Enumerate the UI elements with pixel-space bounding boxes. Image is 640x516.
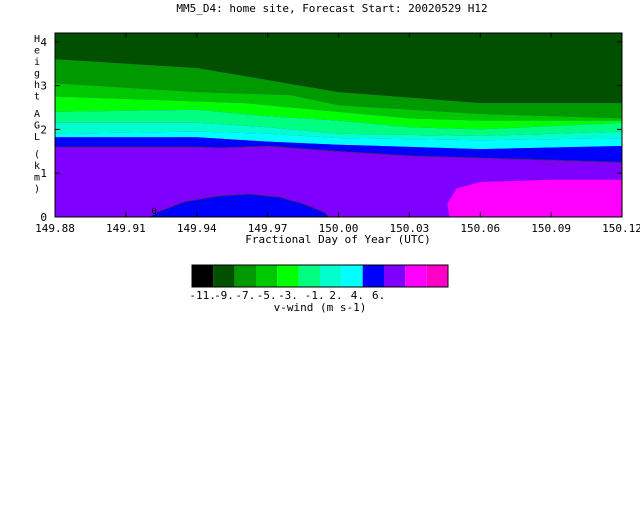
colorbar: -11.-9. -7. -5. -3. -1. 2. 4. 6. [189,264,449,302]
contour-region-1 [55,59,622,119]
contour-region-4 [55,109,622,136]
y-axis-label-char: ( [34,150,40,161]
colorbar-tick-label: -7. [235,289,255,302]
colorbar-tick-label: -11. [189,289,216,302]
y-tick-label: 4 [40,36,47,49]
y-axis-label-char: L [34,132,40,143]
contour-region-5 [55,122,622,141]
colorbar-swatch [362,265,384,287]
plot-area: 0 [55,33,623,218]
colorbar-swatch [213,265,235,287]
colorbar-swatch [277,265,299,287]
x-tick-label: 149.94 [177,222,217,235]
y-tick-label: 2 [40,123,47,136]
chart-title: MM5_D4: home site, Forecast Start: 20020… [176,2,487,15]
x-tick-label: 149.88 [35,222,75,235]
x-axis-label: Fractional Day of Year (UTC) [245,233,430,246]
x-tick-label: 150.00 [319,222,359,235]
colorbar-tick-label: -5. [257,289,277,302]
colorbar-swatch [426,265,448,287]
zero-contour-upper [55,145,623,217]
contour-region-2 [55,83,622,121]
colorbar-swatch [341,265,363,287]
y-axis-label-char: k [34,161,40,172]
y-axis-label-char: h [34,80,40,91]
y-axis-label-char: g [34,69,40,80]
x-tick-label: 150.06 [460,222,500,235]
y-axis-label-char: e [34,46,40,57]
contour-region-9 [149,194,330,217]
y-axis-label-char: H [34,34,40,45]
x-tick-label: 150.12 [602,222,640,235]
y-axis-label-char: t [34,92,40,103]
colorbar-tick-label: -1. [305,289,325,302]
y-axis-label-char: A [34,109,40,120]
colorbar-label: v-wind (m s-1) [274,301,367,314]
contour-region-10 [447,179,622,217]
x-tick-label: 149.91 [106,222,146,235]
y-tick-label: 3 [40,80,47,93]
y-axis-label-char: m [34,173,40,184]
colorbar-tick-label: -9. [214,289,234,302]
colorbar-tick-label: 2. [329,289,342,302]
axes: 149.88 149.91 149.94 149.97 150.00 150.03 150.… [35,32,640,235]
colorbar-frame [191,264,449,288]
colorbar-swatch [234,265,256,287]
colorbar-swatch [405,265,427,287]
contour-region-7 [55,137,622,163]
x-tick-label: 150.09 [531,222,571,235]
colorbar-swatch [256,265,278,287]
x-tick-label: 149.97 [248,222,288,235]
y-tick-label: 0 [40,211,47,224]
colorbar-swatch [192,265,214,287]
x-tick-label: 150.03 [390,222,430,235]
colorbar-swatch [384,265,406,287]
zero-contour-label: 0 [152,207,157,217]
y-axis-label-char: ) [34,184,40,195]
y-tick-label: 1 [40,167,47,180]
contour-region-0 [55,33,622,104]
colorbar-tick-label: 4. [351,289,364,302]
y-axis-label-char: i [34,57,40,68]
contour-region-6 [55,131,622,150]
zero-contour-lower [149,193,330,218]
contour-region-3 [55,96,622,130]
y-axis-label-char: G [34,121,40,132]
colorbar-swatch [320,265,342,287]
colorbar-tick-label: 6. [372,289,385,302]
colorbar-swatch [298,265,320,287]
colorbar-tick-label: -3. [278,289,298,302]
